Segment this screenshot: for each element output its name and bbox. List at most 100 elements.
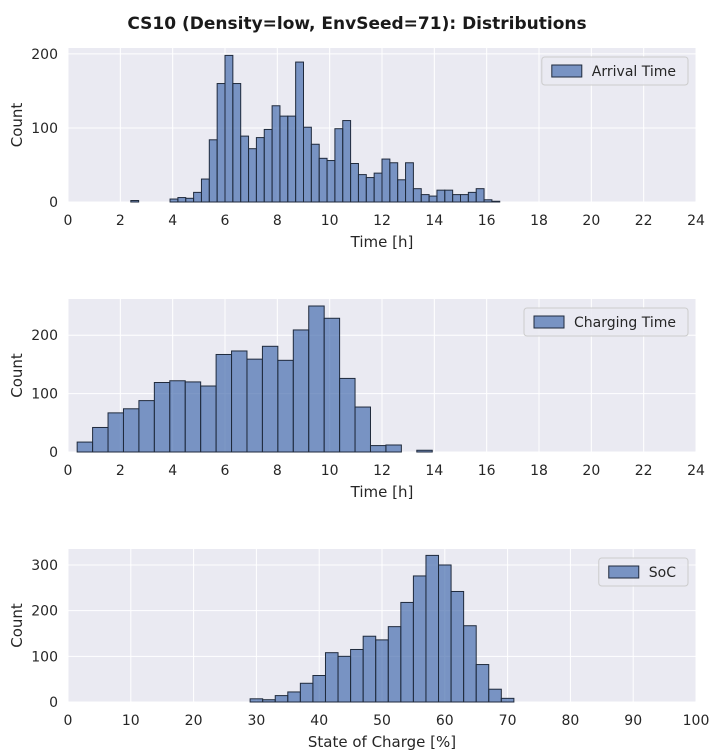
- histogram-bar: [215, 353, 233, 453]
- histogram-bars: [130, 54, 501, 203]
- histogram-bar: [500, 697, 515, 703]
- y-tick-label: 100: [31, 387, 58, 403]
- histogram-bar: [342, 120, 352, 203]
- y-tick-labels: 0 100 200 300: [31, 558, 58, 711]
- x-tick-label: 20: [185, 713, 203, 729]
- legend-box: [541, 56, 689, 86]
- x-tick-label: 22: [635, 463, 653, 479]
- histogram-bar: [357, 174, 367, 203]
- histogram-bar: [193, 191, 202, 203]
- x-tick-label: 2: [116, 213, 125, 229]
- histogram-bar: [277, 359, 294, 453]
- histogram-bar: [405, 162, 414, 203]
- x-tick-label: 18: [530, 213, 548, 229]
- x-tick-label: 20: [582, 463, 600, 479]
- legend-label: Charging Time: [574, 315, 676, 331]
- histogram-bar: [412, 188, 422, 203]
- histogram-bar: [216, 83, 226, 203]
- histogram-bar: [122, 408, 140, 453]
- x-tick-label: 14: [425, 213, 443, 229]
- x-tick-label: 12: [373, 213, 391, 229]
- histogram-bar: [130, 200, 140, 203]
- histogram-bar: [354, 406, 371, 453]
- x-tick-label: 10: [122, 713, 140, 729]
- x-tick-label: 8: [273, 213, 282, 229]
- histogram-bar: [153, 382, 171, 453]
- histogram-bar: [467, 191, 477, 203]
- histogram-bar: [428, 195, 438, 203]
- y-tick-label: 200: [31, 328, 58, 344]
- histogram-bar: [381, 158, 391, 203]
- histogram-bar: [436, 189, 446, 203]
- histogram-bars: [249, 554, 515, 703]
- histogram-bar: [169, 380, 186, 453]
- histogram-bar: [334, 128, 344, 203]
- histogram-bar: [452, 194, 461, 203]
- histogram-bar: [385, 444, 402, 453]
- legend: Charging Time: [523, 307, 689, 337]
- histogram-bar: [287, 691, 301, 703]
- histogram-bar: [295, 61, 304, 203]
- x-tick-label: 10: [321, 213, 339, 229]
- histogram-bar: [397, 179, 407, 203]
- histogram-bar: [463, 625, 477, 703]
- histogram-bar: [261, 345, 279, 453]
- histogram-bar: [324, 652, 339, 703]
- x-tick-label: 24: [687, 463, 705, 479]
- x-tick-label: 8: [273, 463, 282, 479]
- y-tick-labels: 0 100 200: [31, 328, 58, 461]
- histogram-bar: [450, 590, 465, 703]
- y-axis-label: Count: [8, 603, 26, 648]
- legend-label: Arrival Time: [592, 64, 676, 80]
- x-axis-label: State of Charge [%]: [308, 733, 456, 751]
- histogram-bar: [76, 441, 94, 453]
- x-tick-label: 24: [687, 213, 705, 229]
- legend-swatch: [608, 565, 640, 579]
- legend-swatch: [533, 315, 565, 329]
- x-tick-label: 4: [168, 213, 177, 229]
- histogram-bar: [274, 695, 289, 703]
- x-tick-label: 12: [373, 463, 391, 479]
- x-tick-label: 10: [321, 463, 339, 479]
- figure-title: CS10 (Density=low, EnvSeed=71): Distribu…: [127, 14, 586, 34]
- histogram-bar: [177, 197, 187, 203]
- legend: SoC: [598, 557, 689, 587]
- y-tick-label: 200: [31, 47, 58, 63]
- histogram-bar: [350, 163, 359, 203]
- histogram-bar: [271, 105, 281, 203]
- histogram-bar: [224, 54, 234, 203]
- histogram-bar: [138, 400, 155, 453]
- x-tick-label: 50: [373, 713, 391, 729]
- histogram-bar: [387, 626, 402, 703]
- histogram-bar: [246, 358, 263, 453]
- histogram-bar: [249, 698, 264, 703]
- y-tick-labels: 0 100 200: [31, 47, 58, 211]
- histogram-bar: [279, 115, 289, 203]
- x-axis-label: Time [h]: [350, 483, 414, 501]
- x-tick-label: 2: [116, 463, 125, 479]
- y-tick-label: 0: [49, 445, 58, 461]
- legend: Arrival Time: [541, 56, 689, 86]
- histogram-bar: [248, 148, 257, 203]
- histogram-bar: [185, 197, 195, 203]
- histogram-bar: [308, 305, 325, 453]
- histogram-bar: [420, 194, 430, 203]
- histogram-bar: [255, 137, 265, 203]
- x-tick-label: 0: [64, 463, 73, 479]
- histogram-bar: [444, 189, 454, 203]
- histogram-bar: [263, 128, 273, 203]
- y-tick-label: 300: [31, 558, 58, 574]
- y-tick-label: 100: [31, 649, 58, 665]
- histogram-bar: [292, 329, 310, 453]
- histogram-bar: [412, 575, 427, 703]
- histogram-bar: [169, 198, 179, 203]
- x-tick-label: 60: [436, 713, 454, 729]
- histogram-bar: [416, 449, 433, 453]
- x-axis-label: Time [h]: [350, 233, 414, 251]
- legend-label: SoC: [649, 565, 676, 581]
- y-tick-label: 0: [49, 695, 58, 711]
- x-tick-label: 14: [425, 463, 443, 479]
